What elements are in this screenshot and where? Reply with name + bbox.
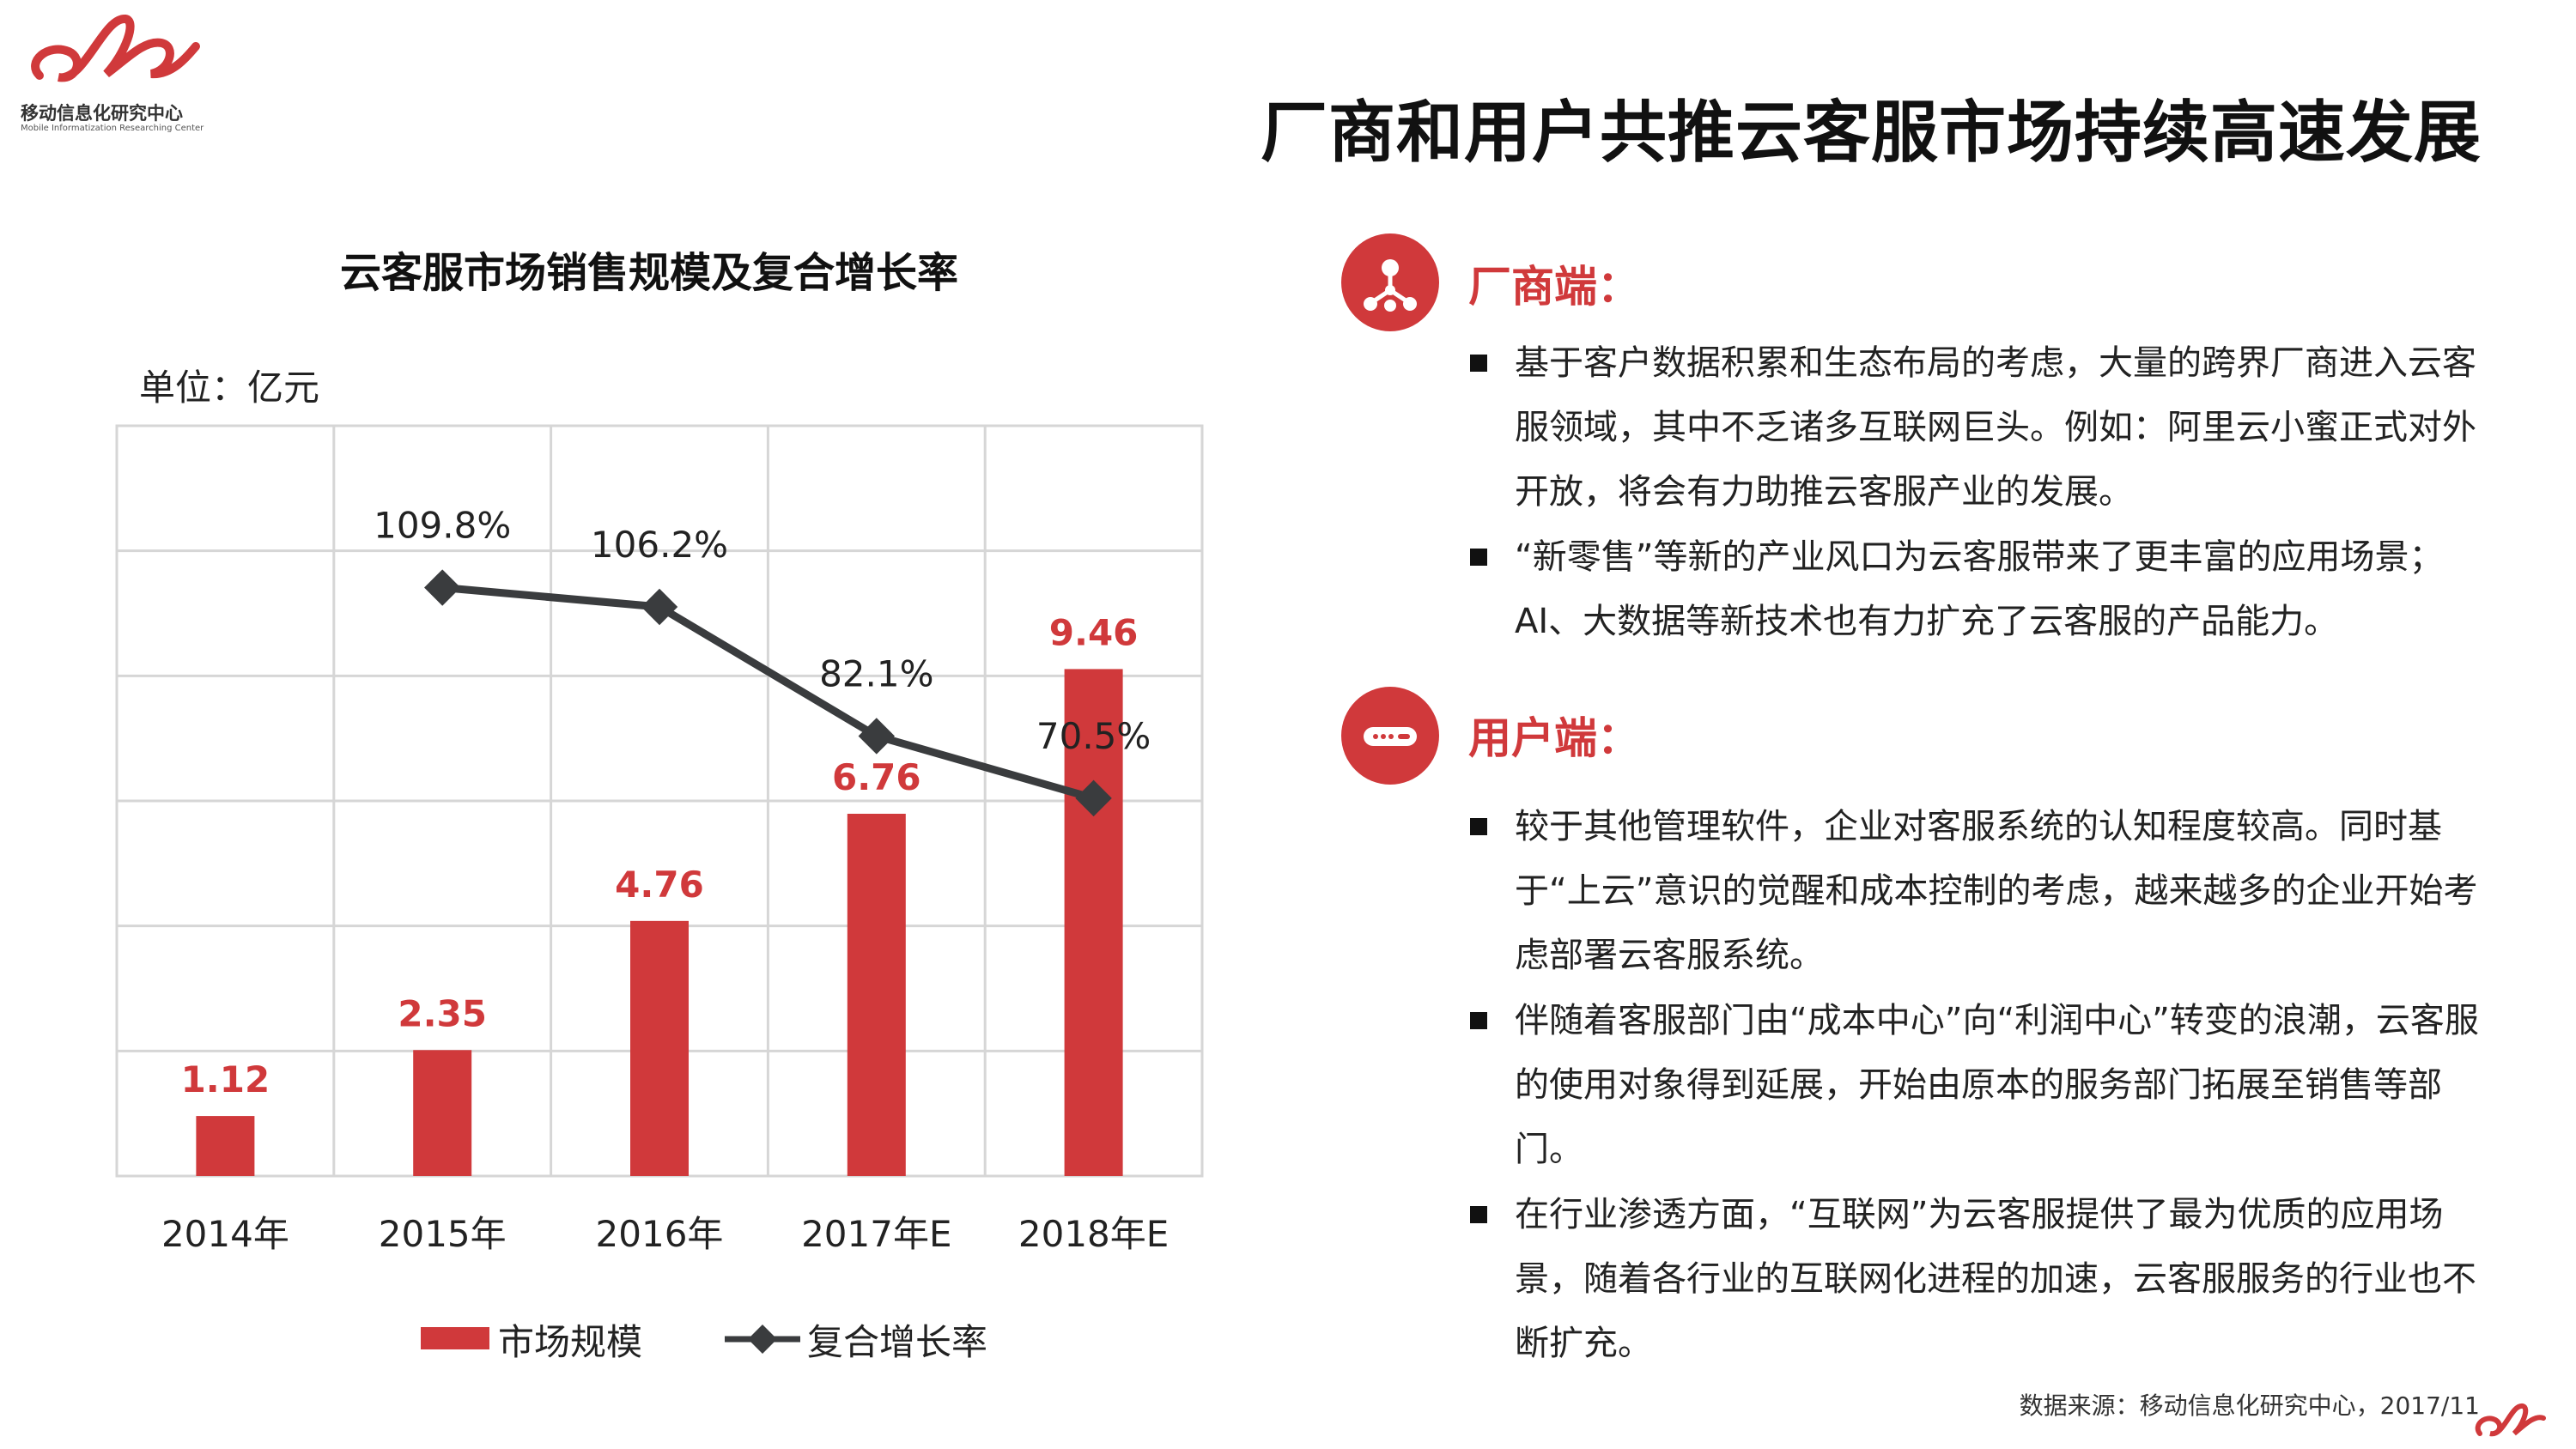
bar-value-label: 4.76: [615, 864, 704, 906]
line-value-label: 70.5%: [1036, 715, 1151, 757]
section-vendor-icon-badge: [1341, 233, 1439, 331]
logo-mark-icon: [31, 15, 200, 82]
page-title: 厂商和用户共推云客服市场持续高速发展: [1260, 94, 2482, 172]
bar-2018年E: [1064, 669, 1123, 1176]
bullet-square-icon: [1470, 1206, 1487, 1223]
bar-2016年: [630, 920, 689, 1176]
legend-bar-swatch: [421, 1327, 489, 1349]
logo: 移动信息化研究中心 Mobile Informatization Researc…: [17, 9, 215, 137]
bar-2017年E: [847, 813, 906, 1176]
logo-name-en: Mobile Informatization Researching Cente…: [21, 124, 204, 133]
growth-rate-point: [641, 588, 678, 626]
legend-line-label: 复合增长率: [807, 1321, 988, 1363]
x-tick-label: 2016年: [596, 1213, 724, 1255]
chart-labels: 1.12 2.35 4.76 6.76 9.46 2014年 2015年 2016年 2017年…: [161, 505, 1169, 1255]
bullet-vendor-2: “新零售”等新的产业风口为云客服带来了更丰富的应用场景； AI、大数据等新技术也…: [1470, 525, 2507, 654]
chart-canvas: 1.12 2.35 4.76 6.76 9.46 2014年 2015年 2016年 2017年…: [115, 424, 1204, 1255]
bar-value-label: 1.12: [181, 1058, 270, 1100]
bullet-vendor-1: 基于客户数据积累和生态布局的考虑，大量的跨界厂商进入云客服领域，其中不乏诸多互联…: [1470, 331, 2507, 524]
data-source-note: 数据来源：移动信息化研究中心，2017/11: [2019, 1391, 2480, 1420]
bullet-user-3: 在行业渗透方面，“互联网”为云客服提供了最为优质的应用场景，随着各行业的互联网化…: [1470, 1183, 2507, 1376]
x-tick-label: 2015年: [379, 1213, 507, 1255]
bar-value-label: 6.76: [832, 756, 921, 798]
chart-unit-label: 单位：亿元: [139, 367, 320, 409]
section-user-icon-badge: [1341, 687, 1439, 785]
bar-value-label: 2.35: [398, 992, 487, 1034]
line-value-label: 82.1%: [819, 652, 933, 694]
bullet-text: 基于客户数据积累和生态布局的考虑，大量的跨界厂商进入云客服领域，其中不乏诸多互联…: [1515, 343, 2476, 512]
legend-bar-label: 市场规模: [498, 1321, 643, 1363]
bullet-user-2: 伴随着客服部门由“成本中心”向“利润中心”转变的浪潮，云客服的使用对象得到延展，…: [1470, 989, 2507, 1182]
section-vendor-title: 厂商端：: [1468, 262, 1640, 312]
bullet-user-1: 较于其他管理软件，企业对客服系统的认知程度较高。同时基于“上云”意识的觉醒和成本…: [1470, 795, 2507, 988]
bullet-text: 伴随着客服部门由“成本中心”向“利润中心”转变的浪潮，云客服的使用对象得到延展，…: [1515, 1001, 2479, 1169]
legend-line-swatch: [725, 1325, 800, 1354]
line-value-label: 109.8%: [374, 505, 511, 547]
bullet-text: 较于其他管理软件，企业对客服系统的认知程度较高。同时基于“上云”意识的觉醒和成本…: [1515, 807, 2478, 975]
section-user-title: 用户端：: [1468, 713, 1640, 763]
chart-title: 云客服市场销售规模及复合增长率: [340, 249, 959, 297]
bullet-square-icon: [1470, 549, 1487, 566]
bar-2015年: [413, 1050, 472, 1176]
x-tick-label: 2014年: [161, 1213, 289, 1255]
line-value-label: 106.2%: [591, 524, 728, 566]
growth-rate-point: [423, 569, 461, 606]
bullet-square-icon: [1470, 355, 1487, 372]
network-nodes-icon: [1364, 259, 1417, 312]
growth-rate-point: [1075, 779, 1112, 817]
bar-series: [196, 669, 1123, 1176]
bullet-square-icon: [1470, 1012, 1487, 1029]
x-tick-label: 2018年E: [1018, 1213, 1169, 1255]
brand-mark-icon: [2475, 1404, 2546, 1437]
bar-2014年: [196, 1116, 255, 1176]
growth-rate-line: [441, 584, 1095, 803]
bullet-text: “新零售”等新的产业风口为云客服带来了更丰富的应用场景； AI、大数据等新技术也…: [1515, 537, 2444, 641]
growth-rate-point: [858, 718, 896, 755]
logo-name-cn: 移动信息化研究中心: [21, 103, 183, 124]
bullet-text: 在行业渗透方面，“互联网”为云客服提供了最为优质的应用场景，随着各行业的互联网化…: [1515, 1195, 2476, 1363]
user-card-icon: [1364, 727, 1417, 746]
bar-value-label: 9.46: [1049, 611, 1139, 653]
x-tick-label: 2017年E: [801, 1213, 951, 1255]
chart-grid: [115, 424, 1204, 1178]
bullet-square-icon: [1470, 818, 1487, 835]
